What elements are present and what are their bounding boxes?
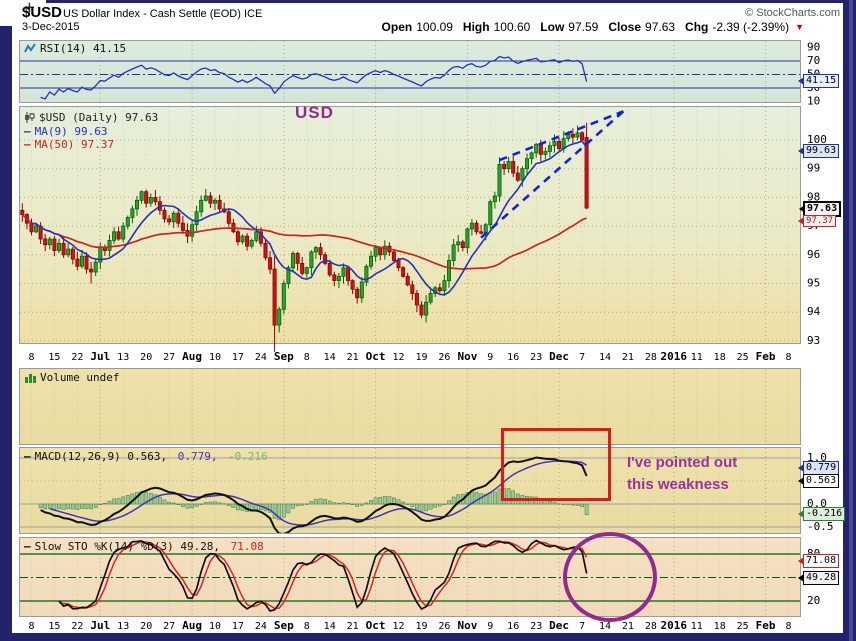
quote-label: High xyxy=(462,20,490,34)
quote-value: 97.63 xyxy=(645,20,676,34)
weakness-line2: this weakness xyxy=(627,476,729,493)
page-title: US Dollar Index - Cash Settle (EOD) ICE xyxy=(63,8,263,20)
purple-circle-annotation xyxy=(563,532,657,622)
candlestick-icon xyxy=(25,112,35,123)
quote-value: 100.09 xyxy=(416,20,453,34)
usd-annotation: USD xyxy=(295,103,334,122)
sto-d-callout: 71.08 xyxy=(797,554,840,568)
quote-label: Low xyxy=(540,20,565,34)
quote-value: 97.59 xyxy=(568,20,599,34)
macd-swatch: — xyxy=(24,450,31,463)
ma50-value-callout: 97.37 xyxy=(797,215,837,227)
weakness-line1: I've pointed out xyxy=(627,454,738,471)
stochastic-legend: — Slow STO %K(14) %D(3) 49.28, 71.08 xyxy=(24,540,264,553)
price-panel xyxy=(19,106,801,344)
quote-row: Open 100.09 High 100.60 Low 97.59 Close 97.63 Ch… xyxy=(376,20,804,34)
ma9-swatch: — xyxy=(24,125,31,138)
corner-notch xyxy=(0,0,46,26)
rsi-legend: RSI(14) 41.15 xyxy=(24,42,126,55)
crosshair-cursor-icon: + xyxy=(24,0,35,18)
weakness-annotation: I've pointed out this weakness xyxy=(627,452,737,496)
macd-legend: — MACD(12,26,9) 0.563, 0.779, -0.216 xyxy=(24,450,268,463)
quote-label: Close xyxy=(608,20,642,34)
ma50-swatch: — xyxy=(24,138,31,151)
ma50-legend: — MA(50) 97.37 xyxy=(24,138,115,151)
quote-label: Chg xyxy=(685,20,709,34)
rsi-value-callout: 41.15 xyxy=(797,74,840,88)
quote-date: 3-Dec-2015 xyxy=(22,21,80,33)
sto-swatch: — xyxy=(24,540,31,553)
red-rectangle-annotation xyxy=(501,428,611,501)
quote-value: 100.60 xyxy=(493,20,531,34)
volume-legend: Volume undef xyxy=(24,371,119,384)
macd-hist-callout: -0.216 xyxy=(797,507,846,521)
volume-panel xyxy=(19,368,801,445)
macd-signal-callout: 0.779 xyxy=(797,461,840,475)
copyright: © StockCharts.com xyxy=(745,7,840,19)
price-legend: $USD (Daily) 97.63 xyxy=(24,111,158,124)
rsi-panel xyxy=(19,40,801,103)
volume-bars-icon xyxy=(25,374,36,383)
sto-k-callout: 49.28 xyxy=(797,571,840,585)
macd-value-callout: 0.563 xyxy=(797,474,840,488)
rsi-indicator-icon xyxy=(24,43,36,53)
ma9-legend: — MA(9) 99.63 xyxy=(24,125,108,138)
quote-value: -2.39 (-2.39%) xyxy=(712,20,790,34)
quote-label: Open xyxy=(381,20,413,34)
ma9-value-callout: 99.63 xyxy=(797,144,840,158)
ticker-symbol: $USD xyxy=(22,4,63,21)
change-down-arrow-icon[interactable]: ▼ xyxy=(795,22,804,32)
frame-edge xyxy=(849,0,853,641)
